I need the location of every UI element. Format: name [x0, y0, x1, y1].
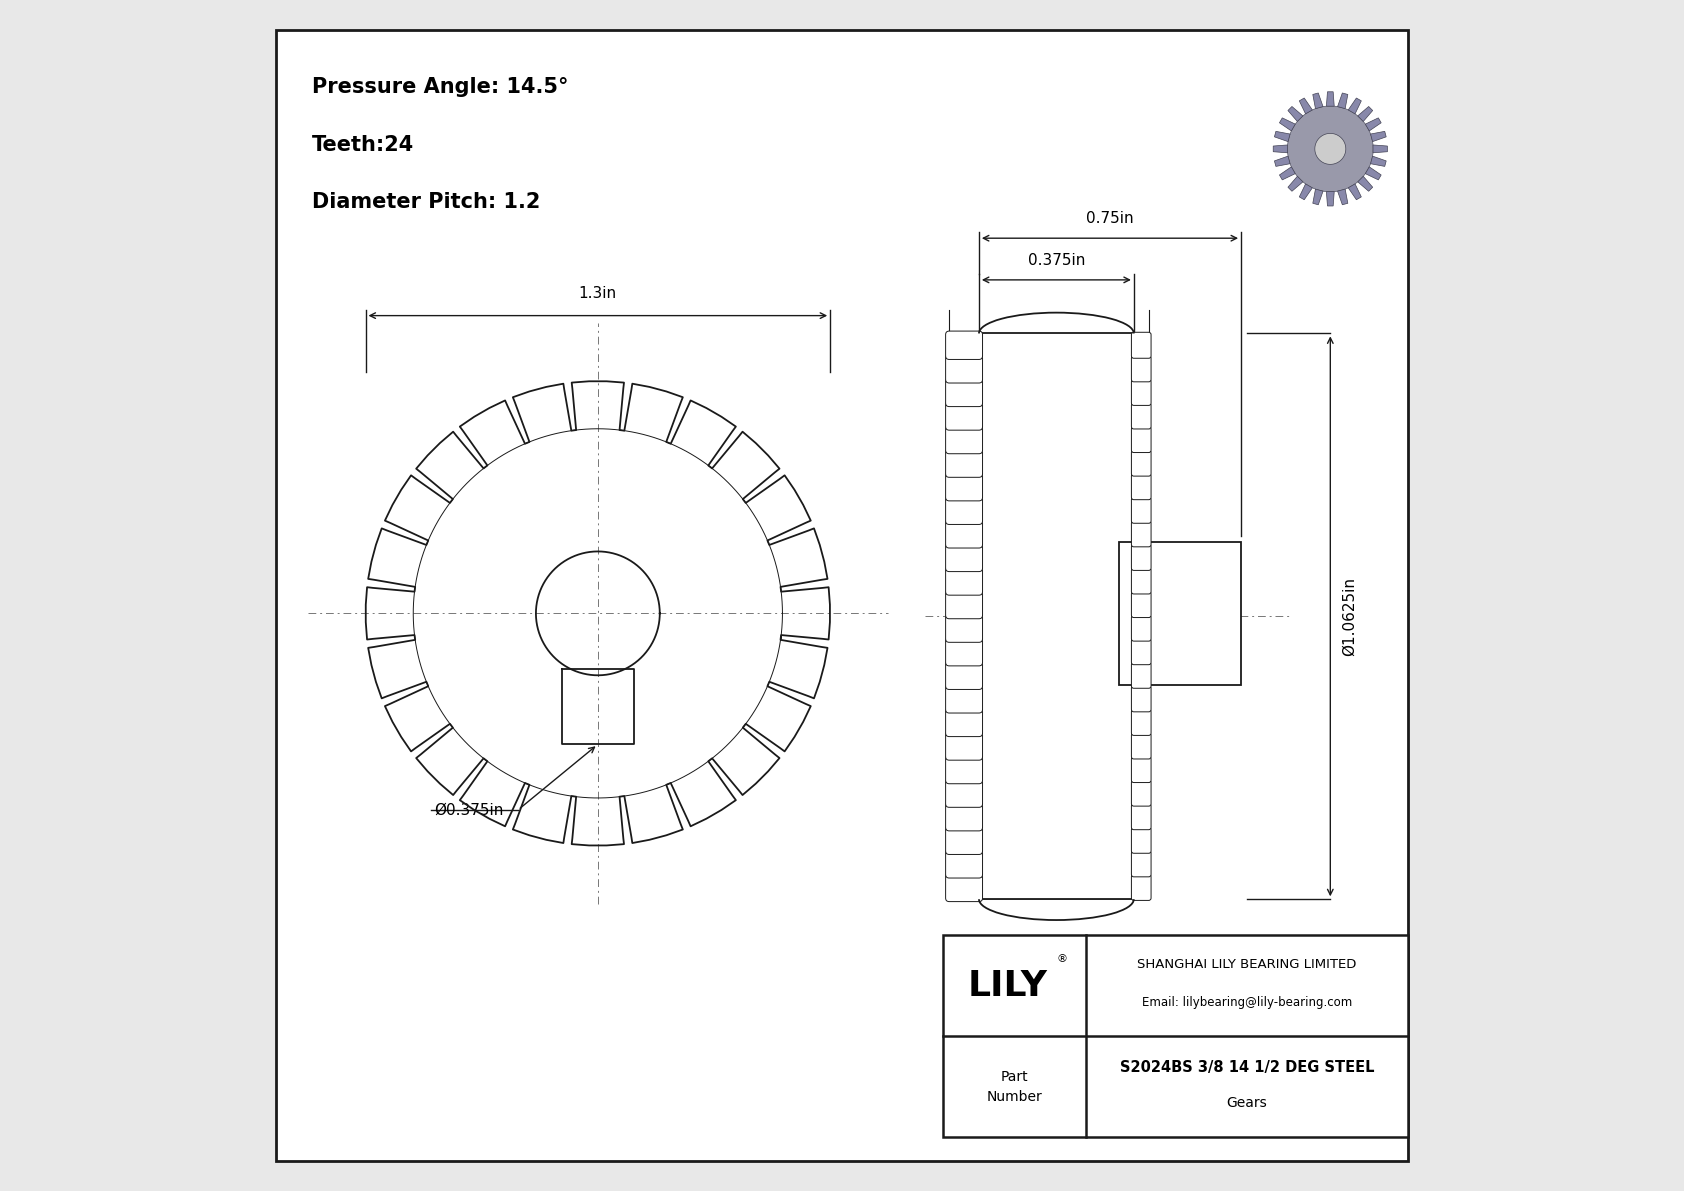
Text: ®: ® [1058, 954, 1068, 965]
Bar [943, 935, 1408, 1137]
FancyBboxPatch shape [946, 661, 982, 690]
Text: Ø0.375in: Ø0.375in [434, 803, 504, 817]
Polygon shape [1314, 93, 1324, 108]
Polygon shape [1280, 118, 1295, 131]
Polygon shape [1357, 176, 1372, 192]
FancyBboxPatch shape [946, 425, 982, 454]
Text: Part
Number: Part Number [987, 1070, 1042, 1104]
FancyBboxPatch shape [946, 709, 982, 736]
FancyBboxPatch shape [1132, 474, 1152, 500]
Polygon shape [1275, 156, 1290, 167]
FancyBboxPatch shape [946, 779, 982, 807]
Polygon shape [1366, 167, 1381, 180]
FancyBboxPatch shape [946, 331, 982, 360]
Polygon shape [1349, 98, 1361, 114]
FancyBboxPatch shape [946, 567, 982, 596]
FancyBboxPatch shape [1132, 804, 1152, 830]
FancyBboxPatch shape [946, 685, 982, 713]
Polygon shape [1273, 145, 1288, 152]
Polygon shape [1327, 192, 1334, 206]
FancyBboxPatch shape [1132, 426, 1152, 453]
FancyBboxPatch shape [1132, 732, 1152, 759]
Polygon shape [1288, 106, 1372, 192]
FancyBboxPatch shape [1132, 828, 1152, 853]
Text: Gears: Gears [1226, 1097, 1268, 1110]
Polygon shape [1315, 133, 1346, 164]
Polygon shape [1288, 106, 1303, 121]
FancyBboxPatch shape [1132, 662, 1152, 688]
Polygon shape [1327, 92, 1334, 106]
Polygon shape [1300, 98, 1312, 114]
FancyBboxPatch shape [946, 401, 982, 430]
FancyBboxPatch shape [946, 519, 982, 548]
FancyBboxPatch shape [946, 803, 982, 831]
FancyBboxPatch shape [1132, 710, 1152, 735]
Text: LILY: LILY [968, 968, 1047, 1003]
FancyBboxPatch shape [1132, 403, 1152, 429]
Polygon shape [1371, 156, 1386, 167]
FancyBboxPatch shape [1132, 686, 1152, 712]
FancyBboxPatch shape [946, 755, 982, 784]
FancyBboxPatch shape [1132, 780, 1152, 806]
Text: 0.75in: 0.75in [1086, 211, 1133, 226]
FancyBboxPatch shape [1132, 380, 1152, 405]
FancyBboxPatch shape [1132, 615, 1152, 641]
Text: S2024BS 3/8 14 1/2 DEG STEEL: S2024BS 3/8 14 1/2 DEG STEEL [1120, 1060, 1374, 1075]
FancyBboxPatch shape [1132, 332, 1152, 358]
Bar [1118, 542, 1241, 685]
Polygon shape [1314, 189, 1324, 205]
FancyBboxPatch shape [1132, 850, 1152, 877]
FancyBboxPatch shape [946, 591, 982, 619]
FancyBboxPatch shape [946, 827, 982, 854]
Polygon shape [1366, 118, 1381, 131]
Text: SHANGHAI LILY BEARING LIMITED: SHANGHAI LILY BEARING LIMITED [1137, 958, 1357, 971]
FancyBboxPatch shape [946, 355, 982, 384]
Polygon shape [1288, 176, 1303, 192]
Bar [978, 333, 1133, 899]
FancyBboxPatch shape [946, 497, 982, 524]
FancyBboxPatch shape [1132, 874, 1152, 900]
Polygon shape [1349, 183, 1361, 200]
FancyBboxPatch shape [946, 849, 982, 878]
Text: Ø1.0625in: Ø1.0625in [1342, 576, 1357, 656]
Text: 0.375in: 0.375in [1027, 252, 1084, 268]
FancyBboxPatch shape [1132, 520, 1152, 547]
FancyBboxPatch shape [946, 379, 982, 406]
Text: Pressure Angle: 14.5°: Pressure Angle: 14.5° [312, 77, 569, 98]
Polygon shape [1357, 106, 1372, 121]
FancyBboxPatch shape [1132, 356, 1152, 382]
FancyBboxPatch shape [1132, 568, 1152, 594]
FancyBboxPatch shape [946, 731, 982, 760]
Polygon shape [1337, 189, 1347, 205]
Text: Email: lilybearing@lily-bearing.com: Email: lilybearing@lily-bearing.com [1142, 996, 1352, 1009]
FancyBboxPatch shape [1132, 498, 1152, 523]
FancyBboxPatch shape [946, 543, 982, 572]
FancyBboxPatch shape [946, 473, 982, 501]
FancyBboxPatch shape [946, 613, 982, 642]
Polygon shape [1300, 183, 1312, 200]
Polygon shape [1371, 131, 1386, 142]
FancyBboxPatch shape [1132, 756, 1152, 782]
FancyBboxPatch shape [946, 637, 982, 666]
FancyBboxPatch shape [1132, 450, 1152, 476]
Text: Diameter Pitch: 1.2: Diameter Pitch: 1.2 [312, 192, 541, 212]
Polygon shape [1280, 167, 1295, 180]
Polygon shape [1372, 145, 1388, 152]
FancyBboxPatch shape [1132, 638, 1152, 665]
FancyBboxPatch shape [1132, 544, 1152, 570]
Text: Teeth:24: Teeth:24 [312, 135, 414, 155]
Text: 1.3in: 1.3in [579, 286, 616, 301]
Polygon shape [1275, 131, 1290, 142]
FancyBboxPatch shape [946, 449, 982, 478]
FancyBboxPatch shape [1132, 592, 1152, 618]
FancyBboxPatch shape [946, 873, 982, 902]
Polygon shape [1337, 93, 1347, 108]
